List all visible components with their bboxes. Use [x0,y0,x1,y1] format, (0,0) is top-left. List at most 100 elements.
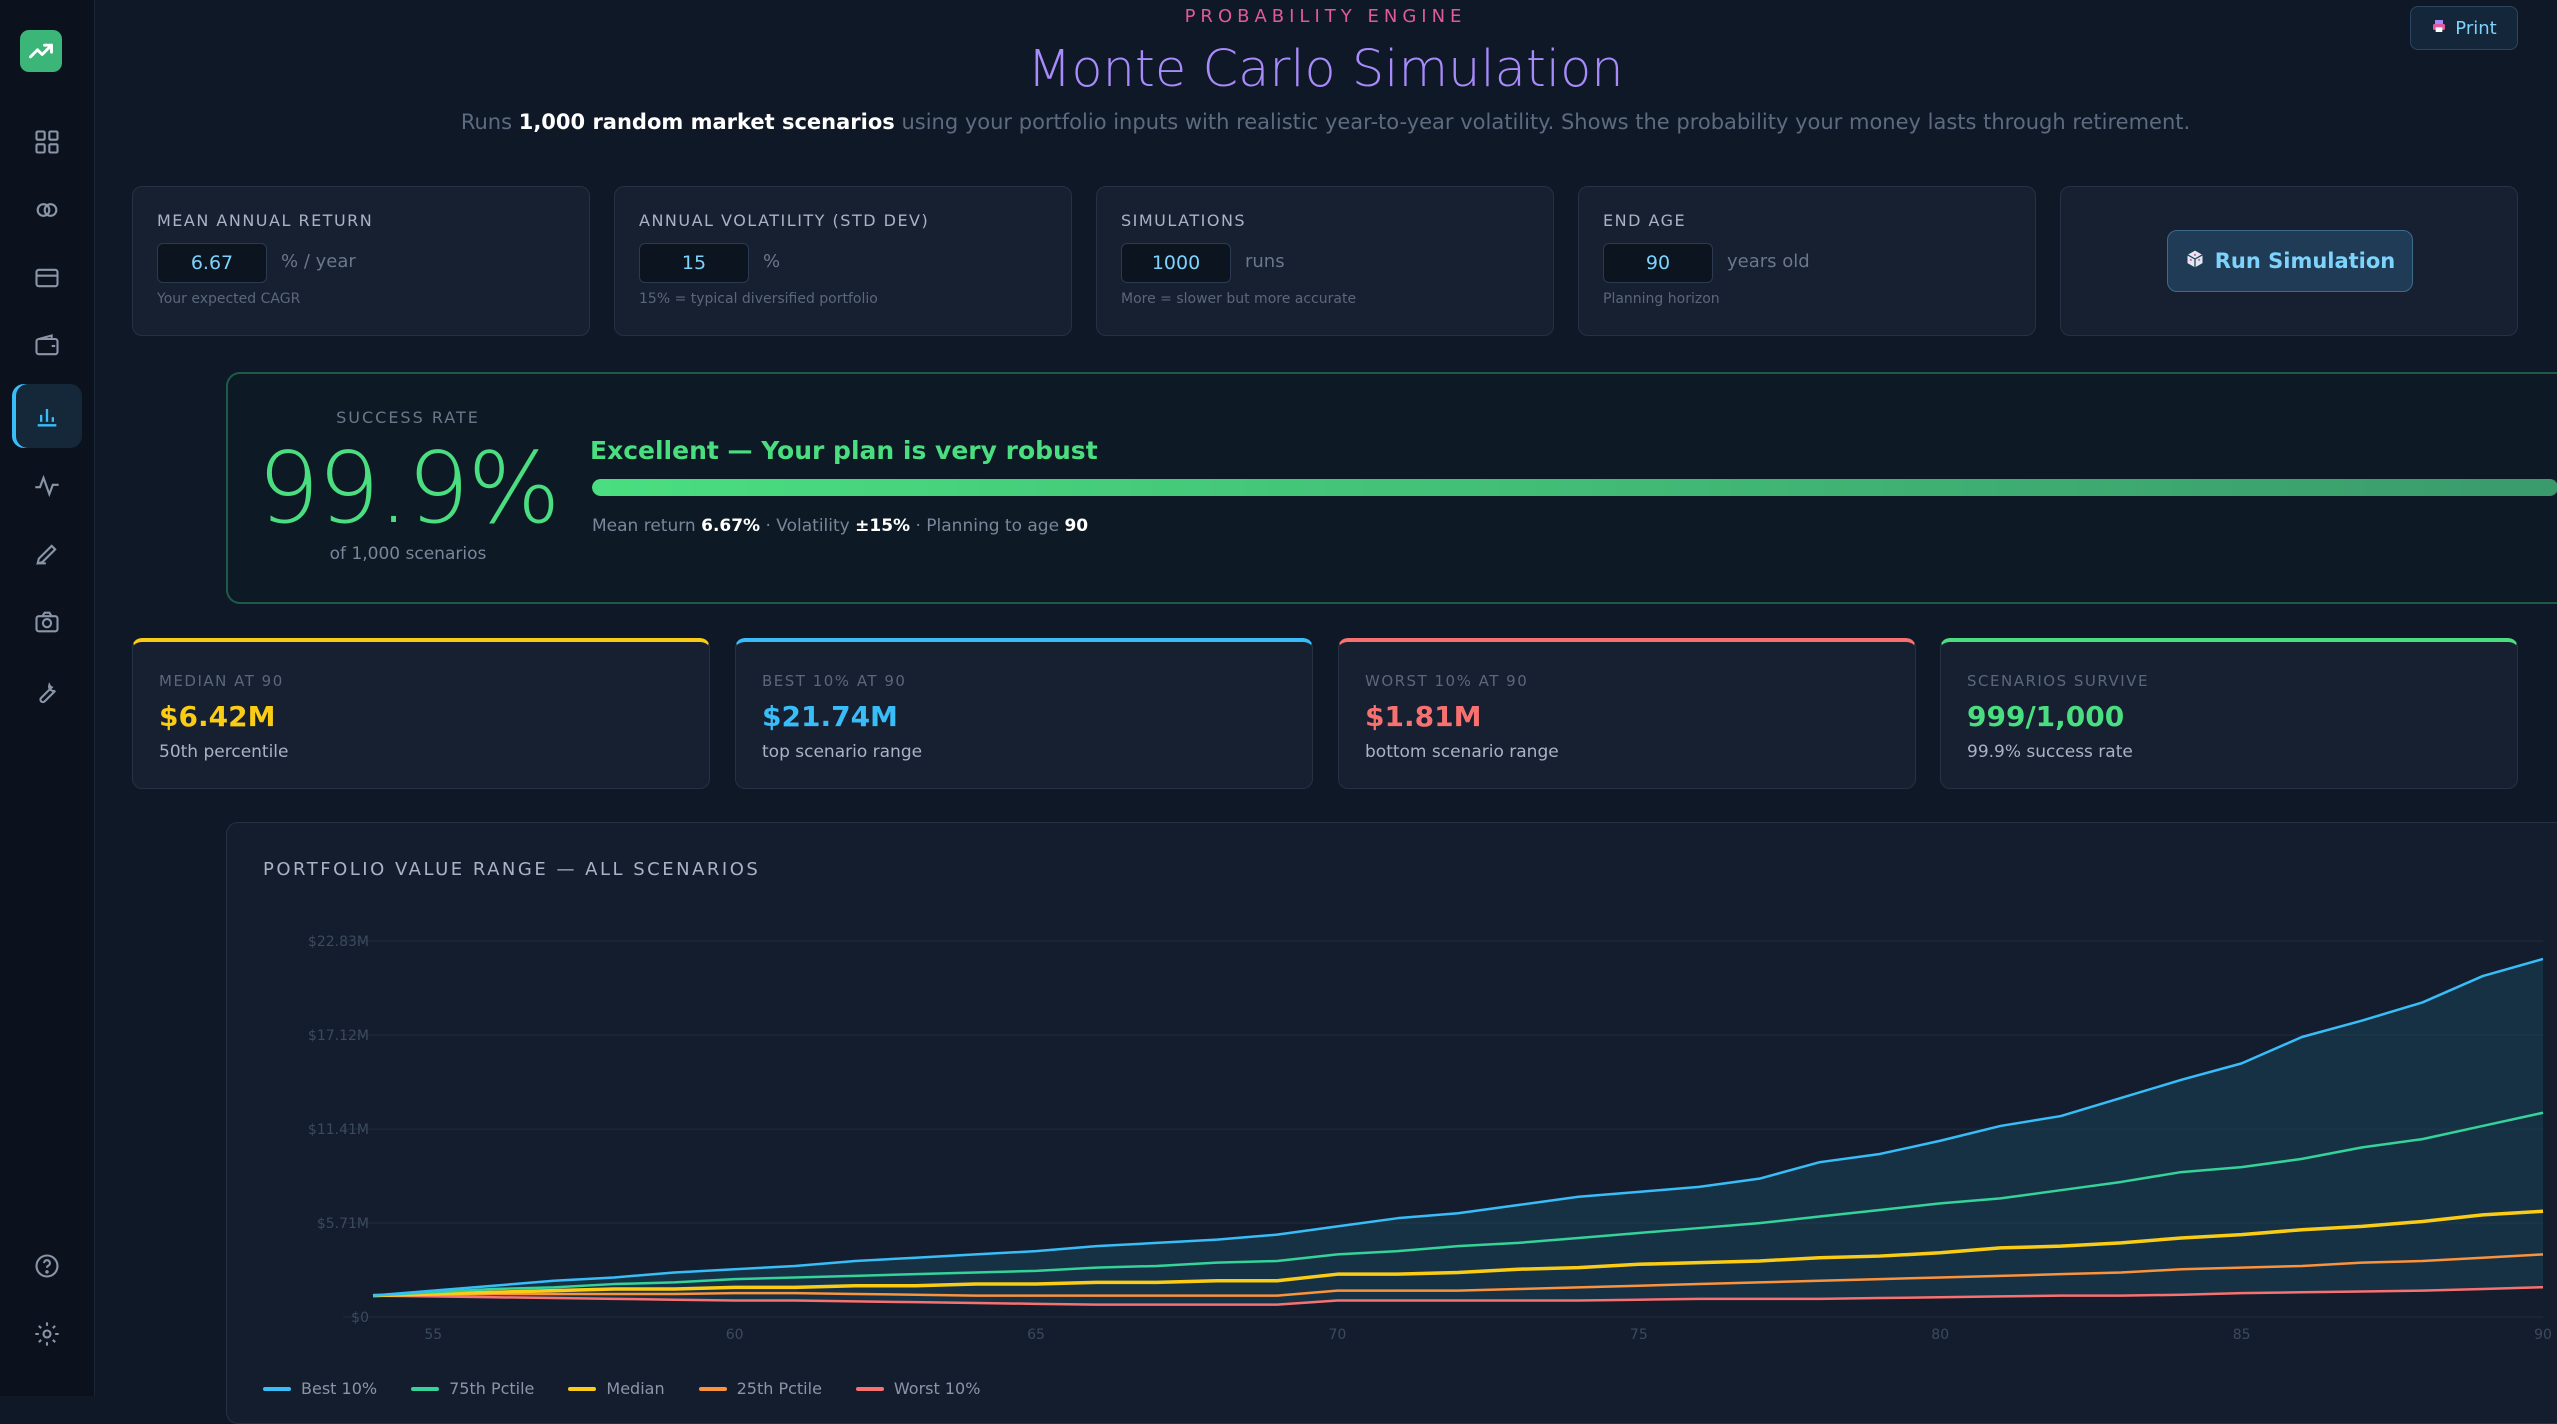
metric-sub: top scenario range [762,742,923,762]
wrench-icon[interactable] [12,660,82,724]
volatility-card: ANNUAL VOLATILITY (STD DEV) 15 % 15% = t… [614,186,1072,336]
end-age-card: END AGE 90 years old Planning horizon [1578,186,2036,336]
metric-label: WORST 10% AT 90 [1365,672,1529,690]
metric-value: $21.74M [762,700,898,733]
chart-legend: Best 10% 75th Pctile Median 25th Pctile Wors… [263,1379,980,1398]
worst-10-card: WORST 10% AT 90 $1.81M bottom scenario r… [1338,638,1916,789]
legend-label: Best 10% [301,1379,378,1398]
legend-item: Median [568,1379,665,1398]
main-content: PROBABILITY ENGINE Monte Carlo Simulatio… [94,0,2557,1424]
legend-label: 75th Pctile [449,1379,535,1398]
portfolio-chart: $22.83M $17.12M $11.41M $5.71M $0 55 60 65 70 75 8… [308,934,2552,1343]
y-tick-label: $11.41M [308,1122,369,1138]
y-tick-label: $0 [351,1310,369,1326]
input-hint: More = slower but more accurate [1121,291,1357,307]
range-band [373,958,2543,1305]
bar-chart-icon[interactable] [12,384,82,448]
legend-item: Worst 10% [855,1379,981,1398]
metric-sub: bottom scenario range [1365,742,1559,762]
activity-icon[interactable] [12,454,82,518]
stats-line: Mean return 6.67% · Volatility ±15% · Pl… [592,516,1089,536]
success-rate-panel: SUCCESS RATE 99.9% of 1,000 scenarios Ex… [226,372,2557,604]
input-label: SIMULATIONS [1121,211,1247,230]
help-icon[interactable] [12,1234,82,1298]
series-line-median [372,1209,2544,1298]
sidebar [0,0,95,1396]
dice-icon [2185,249,2205,274]
x-tick-label: 55 [424,1327,442,1343]
x-tick-label: 60 [726,1327,744,1343]
legend-item: 75th Pctile [411,1379,534,1398]
input-label: ANNUAL VOLATILITY (STD DEV) [639,211,930,230]
end-age-input[interactable]: 90 [1603,243,1713,283]
volatility-input[interactable]: 15 [639,243,749,283]
input-hint: 15% = typical diversified portfolio [639,291,878,307]
metric-label: BEST 10% AT 90 [762,672,907,690]
y-tick-label: $5.71M [317,1216,369,1232]
success-progress-fill [592,479,2557,496]
x-tick-label: 80 [1931,1327,1949,1343]
legend-label: 25th Pctile [736,1379,822,1398]
print-button[interactable]: Print [2410,6,2518,50]
legend-label: Median [606,1379,665,1398]
metric-sub: 99.9% success rate [1967,742,2133,762]
portfolio-chart-panel: $22.83M $17.12M $11.41M $5.71M $0 55 60 65 70 75 8… [226,822,2557,1424]
input-label: MEAN ANNUAL RETURN [157,211,374,230]
legend-item: 25th Pctile [698,1379,822,1398]
scenarios-survive-card: SCENARIOS SURVIVE 999/1,000 99.9% succes… [1940,638,2518,789]
series-line-worst-10- [372,1285,2544,1306]
input-unit: runs [1245,251,1285,272]
link-icon[interactable] [12,178,82,242]
x-tick-label: 75 [1630,1327,1648,1343]
best-10-card: BEST 10% AT 90 $21.74M top scenario rang… [735,638,1313,789]
series-line-75th-pctile [372,1111,2544,1297]
simulations-input[interactable]: 1000 [1121,243,1231,283]
dashboard-icon[interactable] [12,110,82,174]
x-tick-label: 85 [2233,1327,2251,1343]
input-unit: % [763,251,781,272]
y-tick-label: $22.83M [308,934,369,950]
metric-value: $6.42M [159,700,276,733]
metric-value: $1.81M [1365,700,1482,733]
mean-return-input[interactable]: 6.67 [157,243,267,283]
printer-icon [2431,18,2447,39]
metric-value: 999/1,000 [1967,700,2125,733]
chart-title: PORTFOLIO VALUE RANGE — ALL SCENARIOS [263,859,761,880]
success-rate-value: 99.9% [257,432,560,546]
legend-swatch [698,1386,727,1391]
credit-card-icon[interactable] [12,246,82,310]
camera-icon[interactable] [12,590,82,654]
page-subtitle: Runs 1,000 random market scenarios using… [460,110,2191,134]
verdict-text: Excellent — Your plan is very robust [590,436,1098,465]
median-card: MEDIAN AT 90 $6.42M 50th percentile [132,638,710,789]
input-unit: % / year [281,251,356,272]
wallet-icon[interactable] [12,314,82,378]
x-tick-label: 65 [1027,1327,1045,1343]
success-progress-bar [592,479,2557,496]
mean-return-card: MEAN ANNUAL RETURN 6.67 % / year Your ex… [132,186,590,336]
legend-item: Best 10% [263,1379,377,1398]
input-hint: Your expected CAGR [157,291,301,307]
eyebrow: PROBABILITY ENGINE [1184,6,1467,27]
settings-icon[interactable] [12,1302,82,1366]
success-rate-sub: of 1,000 scenarios [329,544,487,564]
success-rate-label: SUCCESS RATE [336,408,480,427]
x-tick-label: 70 [1329,1327,1347,1343]
metric-label: SCENARIOS SURVIVE [1967,672,2149,690]
input-unit: years old [1727,251,1810,272]
legend-swatch [411,1386,440,1391]
page-title: Monte Carlo Simulation [1027,40,1624,99]
run-simulation-button[interactable]: Run Simulation [2167,230,2413,292]
input-hint: Planning horizon [1603,291,1720,307]
legend-label: Worst 10% [893,1379,981,1398]
app-logo-icon[interactable] [20,30,62,72]
legend-swatch [263,1386,291,1391]
legend-swatch [568,1386,597,1391]
metric-sub: 50th percentile [159,742,289,762]
series-line-best-10- [372,957,2544,1297]
input-label: END AGE [1603,211,1687,230]
legend-swatch [855,1386,884,1391]
pen-icon[interactable] [12,522,82,586]
simulations-card: SIMULATIONS 1000 runs More = slower but … [1096,186,1554,336]
y-tick-label: $17.12M [308,1028,369,1044]
